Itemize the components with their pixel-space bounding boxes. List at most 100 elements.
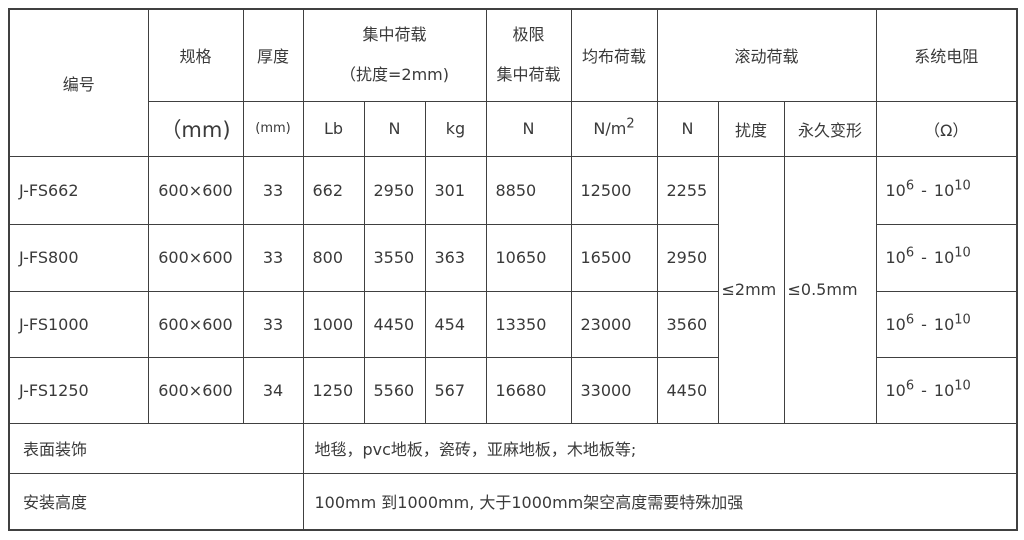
header-sub-n: N (363, 100, 426, 157)
resistance-exp-high: 10 (954, 245, 971, 261)
header-ultimate-unit: N (485, 100, 572, 157)
cell-id: J-FS1000 (8, 290, 149, 358)
cell-ultimate: 8850 (485, 155, 572, 225)
cell-ultimate: 16680 (485, 356, 572, 424)
header-resistance: 系统电阻 (875, 8, 1018, 102)
cell-thickness: 33 (242, 155, 304, 225)
header-ultimate-load: 极限 集中荷载 (485, 8, 572, 102)
header-sub-lb: Lb (302, 100, 365, 157)
resistance-exp-low: 6 (905, 178, 915, 194)
cell-lb: 800 (302, 223, 365, 292)
resistance-base-high: 10 (933, 180, 955, 200)
table-row: J-FS1250 600×600 34 1250 5560 567 16680 … (8, 356, 1018, 424)
cell-resistance: 106-1010 (875, 290, 1018, 358)
cell-resistance: 106-1010 (875, 356, 1018, 424)
spec-table: 编号 规格 厚度 集中荷载 （扰度=2mm) 极限 集中荷载 均布荷载 滚动荷载… (8, 8, 1018, 531)
cell-n: 2950 (363, 155, 426, 225)
cell-distributed: 33000 (570, 356, 658, 424)
footer-row-surface: 表面装饰 地毯，pvc地板，瓷砖，亚麻地板，木地板等; (8, 422, 1018, 474)
cell-id: J-FS662 (8, 155, 149, 225)
cell-id: J-FS800 (8, 223, 149, 292)
resistance-separator: - (921, 314, 927, 334)
cell-resistance: 106-1010 (875, 155, 1018, 225)
resistance-base-high: 10 (933, 380, 955, 400)
footer-label-height: 安装高度 (8, 472, 304, 531)
resistance-base-low: 10 (885, 248, 906, 267)
cell-kg: 454 (424, 290, 487, 358)
header-thickness: 厚度 (242, 8, 304, 102)
cell-spec: 600×600 (147, 223, 244, 292)
cell-distributed: 16500 (570, 223, 658, 292)
concentrated-load-note: （扰度=2mm) (339, 65, 449, 85)
resistance-exp-low: 6 (905, 378, 915, 394)
resistance-separator: - (921, 180, 927, 200)
cell-spec: 600×600 (147, 290, 244, 358)
resistance-base-high: 10 (933, 314, 955, 334)
resistance-separator: - (921, 380, 927, 400)
header-distributed-load: 均布荷载 (570, 8, 658, 102)
cell-n: 3550 (363, 223, 426, 292)
header-distributed-unit: N/m2 (570, 100, 658, 157)
header-spec-unit: （mm) (147, 100, 244, 157)
cell-kg: 567 (424, 356, 487, 424)
cell-thickness: 34 (242, 356, 304, 424)
header-id: 编号 (8, 8, 149, 157)
cell-n: 4450 (363, 290, 426, 358)
footer-value-height: 100mm 到1000mm, 大于1000mm架空高度需要特殊加强 (302, 472, 1018, 531)
cell-spec: 600×600 (147, 155, 244, 225)
cell-lb: 662 (302, 155, 365, 225)
header-resistance-unit: （Ω） (875, 100, 1018, 157)
header-row-1: 编号 规格 厚度 集中荷载 （扰度=2mm) 极限 集中荷载 均布荷载 滚动荷载… (8, 8, 1018, 157)
header-rolling-deflection: 扰度 (717, 100, 785, 157)
header-row-2: （mm) (mm) Lb N kg N N/m2 N 扰度 永久变形 （Ω） (9, 100, 1018, 157)
header-thickness-unit: (mm) (242, 100, 304, 157)
cell-n: 5560 (363, 356, 426, 424)
ultimate-load-line1: 极限 (512, 25, 545, 45)
cell-spec: 600×600 (147, 356, 244, 424)
ultimate-load-line2: 集中荷载 (496, 65, 561, 85)
footer-row-height: 安装高度 100mm 到1000mm, 大于1000mm架空高度需要特殊加强 (8, 472, 1018, 531)
header-rolling-permanent: 永久变形 (783, 100, 877, 157)
cell-resistance: 106-1010 (875, 223, 1018, 292)
resistance-base-low: 10 (885, 180, 906, 200)
header-spec: 规格 (147, 8, 244, 102)
resistance-exp-low: 6 (905, 245, 915, 261)
resistance-exp-high: 10 (954, 378, 971, 394)
footer-label-surface: 表面装饰 (8, 422, 304, 474)
resistance-exp-high: 10 (954, 312, 971, 328)
concentrated-load-title: 集中荷载 (362, 25, 427, 45)
table-row: J-FS662 600×600 33 662 2950 301 8850 125… (8, 155, 1018, 424)
resistance-base-low: 10 (885, 380, 906, 400)
table-row: J-FS1000 600×600 33 1000 4450 454 13350 … (8, 290, 1018, 358)
distributed-unit-superscript: 2 (626, 116, 635, 132)
header-concentrated-load: 集中荷载 （扰度=2mm) (302, 8, 487, 102)
cell-lb: 1250 (302, 356, 365, 424)
header-rolling-n: N (656, 100, 719, 157)
cell-rolling-n: 2255 (656, 155, 719, 225)
header-sub-kg: kg (424, 100, 487, 157)
resistance-base-low: 10 (885, 314, 906, 334)
cell-ultimate: 10650 (485, 223, 572, 292)
resistance-base-high: 10 (933, 248, 955, 267)
distributed-unit-base: N/m (593, 119, 627, 138)
cell-rolling-n: 4450 (656, 356, 719, 424)
cell-kg: 363 (424, 223, 487, 292)
cell-rolling-n: 2950 (656, 223, 719, 292)
cell-kg: 301 (424, 155, 487, 225)
cell-distributed: 23000 (570, 290, 658, 358)
resistance-exp-high: 10 (954, 178, 971, 194)
table-row: J-FS800 600×600 33 800 3550 363 10650 16… (8, 223, 1018, 292)
cell-distributed: 12500 (570, 155, 658, 225)
resistance-exp-low: 6 (905, 312, 915, 328)
cell-rolling-deflection: ≤2mm (717, 155, 785, 424)
cell-id: J-FS1250 (8, 356, 149, 424)
cell-lb: 1000 (302, 290, 365, 358)
cell-rolling-n: 3560 (656, 290, 719, 358)
resistance-separator: - (921, 248, 927, 267)
footer-value-surface: 地毯，pvc地板，瓷砖，亚麻地板，木地板等; (302, 422, 1018, 474)
cell-ultimate: 13350 (485, 290, 572, 358)
cell-rolling-permanent: ≤0.5mm (783, 155, 877, 424)
cell-thickness: 33 (242, 223, 304, 292)
cell-thickness: 33 (242, 290, 304, 358)
header-rolling-load: 滚动荷载 (656, 8, 877, 102)
